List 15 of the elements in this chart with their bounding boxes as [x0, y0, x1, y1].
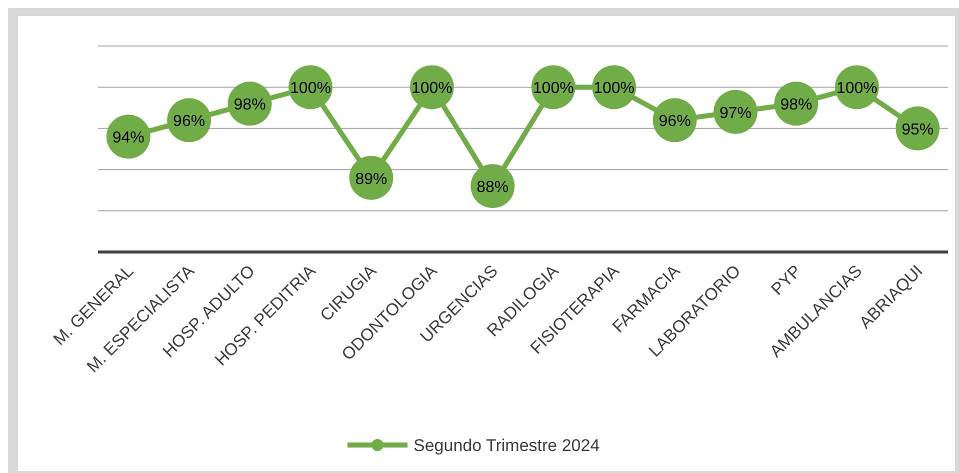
data-label: 98% — [234, 96, 266, 114]
data-label: 97% — [719, 104, 752, 122]
data-label: 100% — [532, 80, 574, 98]
data-label: 96% — [173, 113, 206, 130]
data-label: 100% — [290, 80, 331, 98]
data-label: 96% — [658, 113, 691, 130]
data-label: 89% — [355, 170, 388, 188]
data-label: 100% — [411, 80, 452, 98]
data-label: 94% — [112, 130, 144, 147]
data-label: 95% — [902, 121, 934, 138]
data-label: 100% — [836, 80, 878, 98]
data-label: 100% — [594, 80, 635, 98]
legend-label: Segundo Trimestre 2024 — [414, 436, 600, 455]
data-label: 88% — [476, 179, 509, 196]
data-label: 98% — [780, 96, 812, 114]
